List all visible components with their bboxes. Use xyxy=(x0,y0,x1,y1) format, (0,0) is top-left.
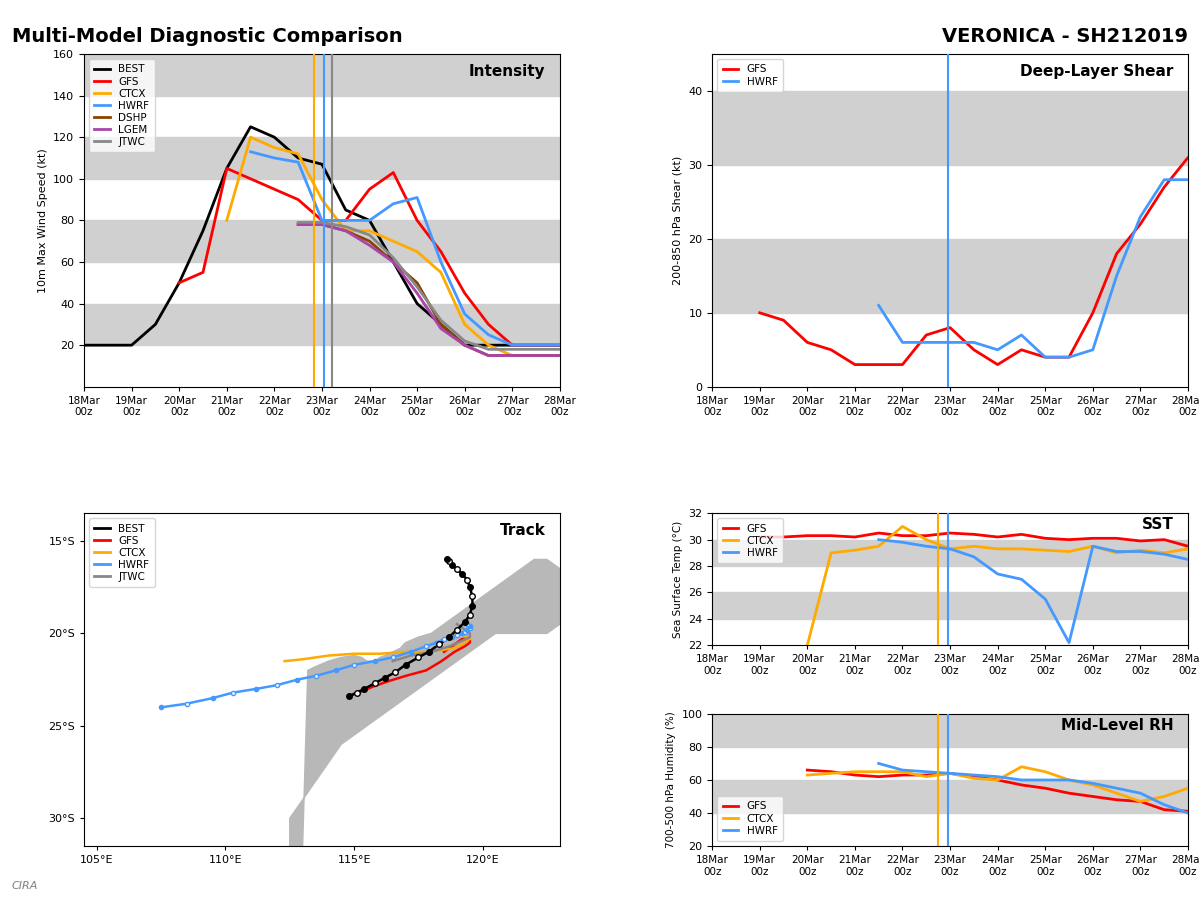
Bar xyxy=(84,220,560,262)
Legend: GFS, CTCX, HWRF: GFS, CTCX, HWRF xyxy=(718,796,782,841)
Polygon shape xyxy=(289,560,586,846)
Bar xyxy=(712,238,1188,313)
Bar xyxy=(712,780,1188,813)
Text: CIRA: CIRA xyxy=(12,881,38,891)
Text: Deep-Layer Shear: Deep-Layer Shear xyxy=(1020,64,1174,79)
Legend: GFS, CTCX, HWRF: GFS, CTCX, HWRF xyxy=(718,518,782,563)
Legend: GFS, HWRF: GFS, HWRF xyxy=(718,59,782,92)
Bar xyxy=(84,303,560,346)
Text: SST: SST xyxy=(1142,518,1174,532)
Text: Multi-Model Diagnostic Comparison: Multi-Model Diagnostic Comparison xyxy=(12,27,403,46)
Y-axis label: 10m Max Wind Speed (kt): 10m Max Wind Speed (kt) xyxy=(37,148,48,292)
Legend: BEST, GFS, CTCX, HWRF, JTWC: BEST, GFS, CTCX, HWRF, JTWC xyxy=(89,518,155,587)
Bar xyxy=(712,91,1188,165)
Text: Intensity: Intensity xyxy=(469,64,546,79)
Y-axis label: 700-500 hPa Humidity (%): 700-500 hPa Humidity (%) xyxy=(666,712,676,849)
Y-axis label: Sea Surface Temp (°C): Sea Surface Temp (°C) xyxy=(673,520,683,638)
Text: VERONICA - SH212019: VERONICA - SH212019 xyxy=(942,27,1188,46)
Y-axis label: 200-850 hPa Shear (kt): 200-850 hPa Shear (kt) xyxy=(673,156,683,285)
Bar xyxy=(712,540,1188,566)
Bar xyxy=(712,592,1188,619)
Text: Mid-Level RH: Mid-Level RH xyxy=(1061,718,1174,733)
Bar xyxy=(712,714,1188,747)
Legend: BEST, GFS, CTCX, HWRF, DSHP, LGEM, JTWC: BEST, GFS, CTCX, HWRF, DSHP, LGEM, JTWC xyxy=(89,59,155,152)
Bar xyxy=(84,137,560,179)
Bar xyxy=(84,54,560,95)
Text: Track: Track xyxy=(499,523,546,538)
